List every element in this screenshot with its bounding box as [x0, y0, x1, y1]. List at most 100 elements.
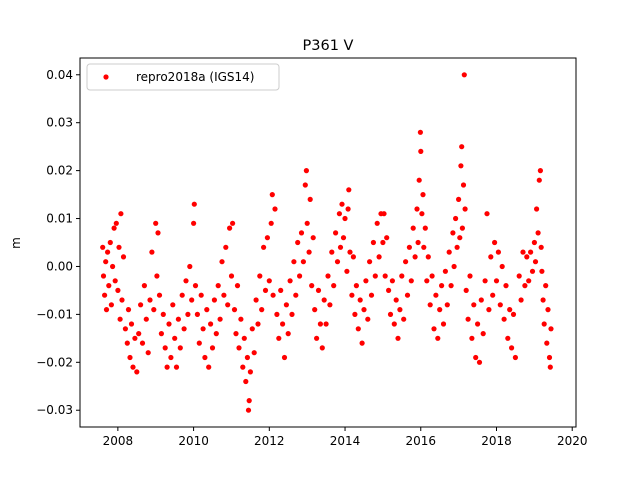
data-point-0-11	[112, 278, 118, 284]
data-point-0-40	[158, 331, 164, 337]
data-point-0-215	[458, 163, 464, 169]
data-point-0-2	[102, 292, 108, 298]
data-point-0-44	[166, 321, 172, 327]
data-point-0-49	[175, 316, 181, 322]
data-point-0-199	[431, 326, 437, 332]
data-point-0-60	[194, 311, 200, 317]
data-point-0-73	[219, 259, 225, 265]
data-point-0-179	[401, 316, 407, 322]
data-point-0-131	[317, 321, 323, 327]
data-point-0-211	[453, 215, 459, 222]
data-point-0-72	[217, 316, 223, 322]
data-point-0-270	[547, 364, 553, 370]
legend: repro2018a (IGS14)	[86, 63, 280, 91]
data-point-0-204	[440, 321, 447, 327]
legend-label: repro2018a (IGS14)	[136, 70, 254, 84]
data-point-0-217	[459, 225, 465, 231]
data-point-0-230	[480, 331, 486, 337]
data-point-0-126	[309, 283, 315, 289]
y-tick-label-1: −0.02	[36, 355, 73, 369]
data-point-0-212	[454, 244, 460, 250]
data-point-0-117	[295, 239, 301, 246]
data-point-0-14	[116, 244, 122, 250]
data-point-0-22	[127, 354, 133, 361]
data-point-0-271	[548, 326, 554, 332]
data-point-0-81	[233, 331, 239, 337]
data-point-0-93	[251, 350, 257, 356]
data-point-0-149	[347, 249, 353, 255]
data-point-0-69	[211, 297, 217, 303]
data-point-0-214	[457, 235, 463, 241]
data-point-0-264	[540, 297, 546, 303]
data-point-0-186	[414, 206, 420, 212]
data-point-0-194	[422, 225, 428, 231]
data-point-0-253	[526, 278, 532, 284]
data-point-0-220	[462, 206, 468, 212]
data-point-0-111	[283, 302, 289, 308]
data-point-0-63	[200, 326, 206, 332]
data-point-0-151	[350, 254, 356, 260]
data-point-0-191	[419, 211, 425, 217]
data-point-0-76	[225, 302, 231, 308]
y-tick-label-0: −0.03	[36, 403, 73, 417]
y-tick-label-7: 0.04	[46, 68, 73, 82]
data-point-0-122	[303, 168, 309, 174]
data-point-0-23	[128, 321, 135, 327]
data-point-0-137	[329, 249, 335, 255]
data-point-0-112	[285, 331, 291, 337]
data-point-0-118	[297, 273, 303, 279]
data-point-0-48	[173, 364, 180, 370]
data-point-0-97	[259, 307, 265, 313]
data-point-0-51	[179, 292, 185, 298]
data-point-0-195	[424, 278, 430, 284]
data-point-0-247	[512, 354, 519, 361]
data-point-0-254	[528, 249, 534, 255]
data-point-0-3	[103, 259, 109, 265]
data-point-0-56	[189, 297, 195, 303]
data-point-0-42	[162, 345, 168, 351]
data-point-0-65	[204, 307, 210, 313]
data-point-0-36	[153, 220, 159, 226]
data-point-0-198	[429, 273, 435, 279]
data-point-0-171	[386, 287, 392, 293]
legend-marker	[103, 74, 109, 80]
data-point-0-78	[228, 273, 235, 279]
data-point-0-150	[349, 292, 355, 298]
data-point-0-181	[404, 292, 411, 298]
data-point-0-184	[410, 225, 416, 231]
data-point-0-227	[475, 321, 481, 327]
data-point-0-4	[103, 307, 110, 313]
data-point-0-154	[355, 326, 361, 332]
data-point-0-121	[302, 182, 308, 188]
data-point-0-16	[118, 211, 124, 217]
data-point-0-82	[234, 283, 241, 289]
data-point-0-5	[105, 249, 111, 255]
y-tick-label-2: −0.01	[36, 307, 73, 321]
data-point-0-252	[524, 254, 530, 260]
data-point-0-161	[368, 292, 375, 298]
data-point-0-140	[334, 259, 341, 265]
data-point-0-55	[187, 263, 193, 270]
data-point-0-37	[154, 273, 160, 279]
data-point-0-256	[531, 239, 538, 246]
data-point-0-141	[336, 211, 342, 217]
data-point-0-190	[418, 148, 424, 154]
data-point-0-174	[391, 321, 397, 327]
data-point-0-158	[363, 278, 369, 284]
data-point-0-46	[170, 302, 176, 308]
data-point-0-251	[522, 283, 528, 289]
y-tick-label-6: 0.03	[46, 116, 73, 130]
data-point-0-1	[100, 273, 107, 279]
data-point-0-231	[482, 278, 488, 284]
data-point-0-187	[415, 239, 421, 246]
data-point-0-243	[505, 335, 511, 341]
data-point-0-88	[244, 354, 250, 361]
data-point-0-43	[164, 364, 170, 370]
data-point-0-169	[382, 273, 388, 279]
data-point-0-159	[365, 316, 371, 322]
data-point-0-30	[141, 283, 147, 289]
data-point-0-71	[215, 283, 221, 289]
data-point-0-259	[535, 230, 541, 236]
data-point-0-89	[245, 407, 252, 413]
